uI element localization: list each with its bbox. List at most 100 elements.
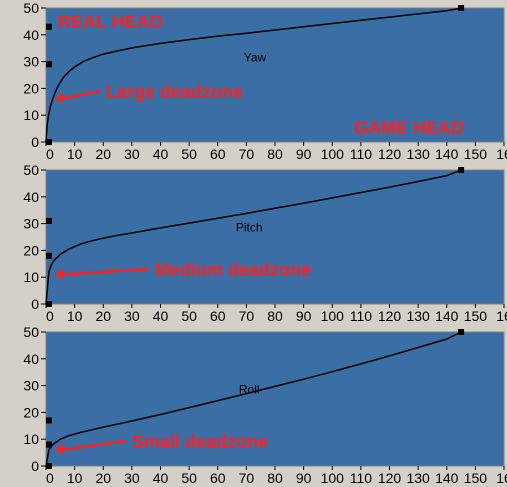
y-tick-label: 40 <box>23 189 39 205</box>
x-tick-label: 40 <box>153 308 169 324</box>
x-tick-label: 16 <box>496 308 507 324</box>
y-tick-label: 10 <box>23 107 39 123</box>
response-curve-line <box>45 169 462 305</box>
y-tick-label: 20 <box>23 242 39 258</box>
x-tick-label: 120 <box>378 146 402 162</box>
x-tick-label: 20 <box>95 470 111 486</box>
response-curve-line <box>45 331 462 467</box>
x-tick-label: 50 <box>181 146 197 162</box>
y-tick-label: 50 <box>23 324 39 340</box>
plot-area[interactable] <box>45 331 505 467</box>
curve-control-point[interactable] <box>458 167 465 173</box>
curve-control-point[interactable] <box>458 5 465 11</box>
y-tick-label: 40 <box>23 351 39 367</box>
y-tick-label: 0 <box>31 296 39 312</box>
x-tick-label: 50 <box>181 470 197 486</box>
curve-name-label: Roll <box>239 383 260 397</box>
x-tick-label: 80 <box>267 146 283 162</box>
curve-name-label: Yaw <box>244 51 267 65</box>
x-tick-label: 20 <box>95 308 111 324</box>
x-tick-label: 140 <box>435 470 459 486</box>
curve-control-point[interactable] <box>46 217 52 224</box>
annotation-label: GAME HEAD <box>354 118 464 138</box>
x-tick-label: 90 <box>296 146 312 162</box>
y-tick-label: 40 <box>23 27 39 43</box>
curve-control-point[interactable] <box>46 61 52 68</box>
x-tick-label: 140 <box>435 146 459 162</box>
y-tick-label: 30 <box>23 216 39 232</box>
annotation-label: Small deadzone <box>132 432 268 452</box>
x-tick-label: 130 <box>406 470 430 486</box>
curve-control-point[interactable] <box>46 463 52 469</box>
x-tick-label: 140 <box>435 308 459 324</box>
x-tick-label: 16 <box>496 470 507 486</box>
x-tick-label: 0 <box>46 146 54 162</box>
x-tick-label: 20 <box>95 146 111 162</box>
curve-control-point[interactable] <box>46 23 52 30</box>
annotation-label: Large deadzone <box>106 82 243 102</box>
curve-control-point[interactable] <box>46 301 52 307</box>
annotation-arrow-shaft <box>60 439 127 452</box>
x-tick-label: 90 <box>296 470 312 486</box>
x-tick-label: 100 <box>321 470 345 486</box>
x-tick-label: 30 <box>124 470 140 486</box>
annotation-label: Medium deadzone <box>155 260 311 280</box>
x-tick-label: 10 <box>67 470 83 486</box>
x-tick-label: 60 <box>210 146 226 162</box>
x-tick-label: 80 <box>267 470 283 486</box>
y-tick-label: 20 <box>23 404 39 420</box>
x-tick-label: 130 <box>406 308 430 324</box>
x-tick-label: 80 <box>267 308 283 324</box>
x-tick-label: 40 <box>153 146 169 162</box>
curve-control-point[interactable] <box>46 252 52 259</box>
y-tick-label: 50 <box>23 0 39 16</box>
arrow-head-icon <box>54 269 64 279</box>
x-tick-label: 10 <box>67 146 83 162</box>
curve-control-point[interactable] <box>46 139 52 145</box>
x-tick-label: 40 <box>153 470 169 486</box>
curve-control-point[interactable] <box>46 441 52 448</box>
x-tick-label: 120 <box>378 470 402 486</box>
x-tick-label: 110 <box>350 308 373 324</box>
arrow-head-icon <box>54 92 65 103</box>
x-tick-label: 150 <box>464 146 488 162</box>
x-tick-label: 130 <box>406 146 430 162</box>
x-tick-label: 10 <box>67 308 83 324</box>
y-tick-label: 20 <box>23 80 39 96</box>
curve-control-point[interactable] <box>46 417 52 424</box>
x-tick-label: 0 <box>46 470 54 486</box>
y-tick-label: 10 <box>23 269 39 285</box>
x-tick-label: 100 <box>321 146 345 162</box>
x-tick-label: 30 <box>124 308 140 324</box>
plot-area[interactable] <box>45 169 505 305</box>
annotation-arrow-shaft <box>60 89 101 101</box>
x-tick-label: 0 <box>46 308 54 324</box>
response-curve-line <box>45 7 462 143</box>
y-tick-label: 0 <box>31 134 39 150</box>
x-tick-label: 70 <box>239 146 255 162</box>
x-tick-label: 30 <box>124 146 140 162</box>
annotation-label: REAL HEAD <box>58 12 163 32</box>
x-tick-label: 50 <box>181 308 197 324</box>
x-tick-label: 110 <box>350 146 373 162</box>
y-tick-label: 30 <box>23 378 39 394</box>
x-tick-label: 70 <box>239 308 255 324</box>
x-tick-label: 120 <box>378 308 402 324</box>
y-tick-label: 50 <box>23 162 39 178</box>
arrow-head-icon <box>54 443 65 454</box>
x-tick-label: 150 <box>464 470 488 486</box>
x-tick-label: 70 <box>239 470 255 486</box>
y-tick-label: 10 <box>23 431 39 447</box>
annotation-arrow-shaft <box>60 267 150 276</box>
x-tick-label: 90 <box>296 308 312 324</box>
x-tick-label: 16 <box>496 146 507 162</box>
x-tick-label: 150 <box>464 308 488 324</box>
x-tick-label: 60 <box>210 308 226 324</box>
y-tick-label: 30 <box>23 54 39 70</box>
curve-name-label: Pitch <box>236 221 263 235</box>
curve-control-point[interactable] <box>458 329 465 335</box>
